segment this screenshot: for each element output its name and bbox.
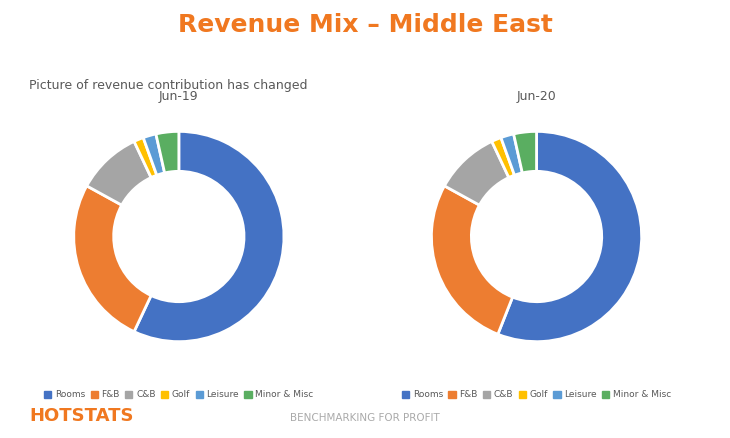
Wedge shape [87,141,151,205]
Wedge shape [134,138,157,177]
Wedge shape [134,131,284,342]
Wedge shape [501,134,523,175]
Wedge shape [445,141,509,205]
Text: BENCHMARKING FOR PROFIT: BENCHMARKING FOR PROFIT [290,413,440,423]
Text: HOTSTATS: HOTSTATS [29,407,134,425]
Wedge shape [498,131,642,342]
Title: Jun-19: Jun-19 [159,89,199,102]
Text: Picture of revenue contribution has changed: Picture of revenue contribution has chan… [29,79,308,92]
Wedge shape [431,186,512,334]
Wedge shape [514,131,537,173]
Wedge shape [156,131,179,173]
Title: Jun-20: Jun-20 [517,89,556,102]
Wedge shape [74,186,151,332]
Wedge shape [492,138,515,177]
Wedge shape [143,134,165,175]
Legend: Rooms, F&B, C&B, Golf, Leisure, Minor & Misc: Rooms, F&B, C&B, Golf, Leisure, Minor & … [40,387,318,403]
Text: Revenue Mix – Middle East: Revenue Mix – Middle East [177,13,553,37]
Legend: Rooms, F&B, C&B, Golf, Leisure, Minor & Misc: Rooms, F&B, C&B, Golf, Leisure, Minor & … [398,387,675,403]
